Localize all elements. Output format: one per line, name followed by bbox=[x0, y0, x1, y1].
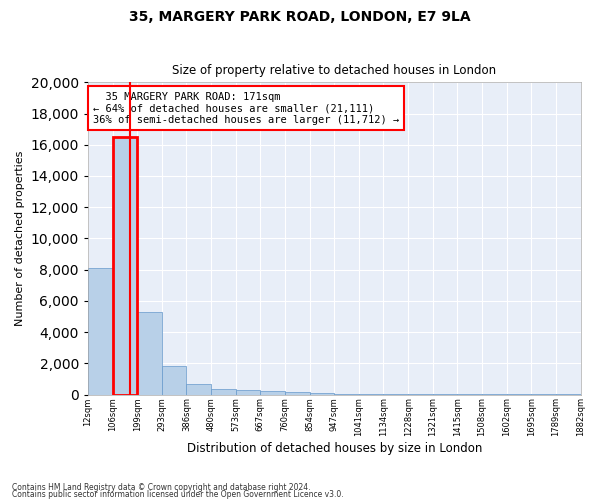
Bar bbox=[162, 366, 187, 394]
Title: Size of property relative to detached houses in London: Size of property relative to detached ho… bbox=[172, 64, 496, 77]
Bar bbox=[88, 268, 113, 394]
Text: Contains HM Land Registry data © Crown copyright and database right 2024.: Contains HM Land Registry data © Crown c… bbox=[12, 484, 311, 492]
Bar bbox=[113, 137, 137, 394]
Text: 35 MARGERY PARK ROAD: 171sqm
← 64% of detached houses are smaller (21,111)
36% o: 35 MARGERY PARK ROAD: 171sqm ← 64% of de… bbox=[93, 92, 399, 125]
Bar bbox=[285, 392, 310, 394]
Text: 35, MARGERY PARK ROAD, LONDON, E7 9LA: 35, MARGERY PARK ROAD, LONDON, E7 9LA bbox=[129, 10, 471, 24]
Bar bbox=[113, 137, 137, 394]
Y-axis label: Number of detached properties: Number of detached properties bbox=[15, 151, 25, 326]
Bar bbox=[211, 389, 236, 394]
Bar bbox=[187, 384, 211, 394]
Text: Contains public sector information licensed under the Open Government Licence v3: Contains public sector information licen… bbox=[12, 490, 344, 499]
Bar bbox=[137, 312, 162, 394]
X-axis label: Distribution of detached houses by size in London: Distribution of detached houses by size … bbox=[187, 442, 482, 455]
Bar bbox=[236, 390, 260, 394]
Bar bbox=[260, 392, 285, 394]
